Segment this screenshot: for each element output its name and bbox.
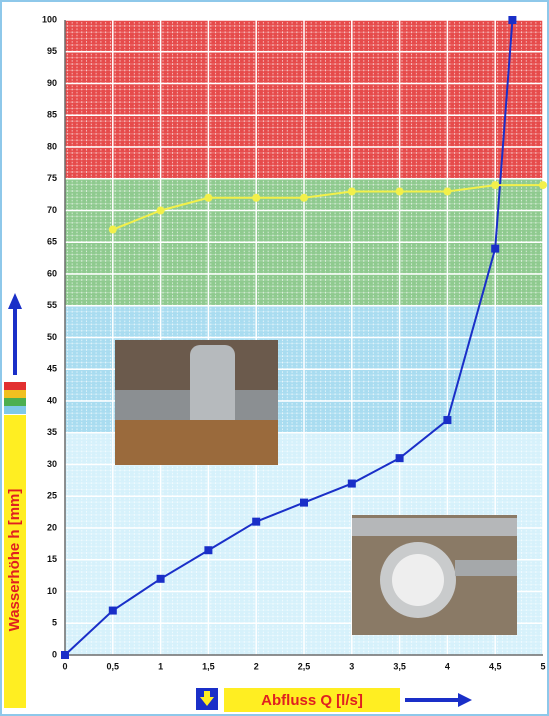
y-tick-label: 40: [47, 395, 57, 405]
y-tick-label: 30: [47, 459, 57, 469]
legend-swatch: [4, 406, 26, 414]
point: [508, 16, 517, 24]
point: [300, 193, 308, 202]
y-tick-label: 10: [47, 586, 57, 596]
point: [395, 187, 404, 196]
point: [156, 574, 165, 583]
x-tick-label: 3: [349, 661, 354, 671]
point: [443, 416, 452, 425]
x-tick-label: 0,5: [107, 661, 120, 671]
point: [204, 546, 213, 555]
y-tick-label: 90: [47, 78, 57, 88]
point: [252, 193, 261, 202]
point: [347, 187, 356, 196]
y-tick-label: 35: [47, 427, 57, 437]
arrow: [200, 691, 214, 706]
photo-1: [115, 340, 278, 465]
point: [61, 651, 69, 659]
y-tick-label: 5: [52, 618, 57, 628]
y-label-box: [4, 415, 26, 708]
point: [300, 498, 308, 507]
y-tick-label: 50: [47, 332, 57, 342]
x-tick-label: 5: [540, 661, 545, 671]
y-tick-label: 95: [47, 46, 57, 56]
x-tick-label: 4,5: [489, 661, 502, 671]
y-tick-label: 75: [47, 173, 57, 183]
x-tick-label: 1,5: [202, 661, 215, 671]
point: [395, 454, 404, 463]
x-label-box: [224, 688, 400, 712]
y-tick-label: 80: [47, 141, 57, 151]
legend-swatch: [4, 382, 26, 390]
point: [108, 606, 117, 615]
y-tick-label: 60: [47, 268, 57, 278]
x-tick-label: 4: [445, 661, 450, 671]
plot: [61, 16, 547, 659]
y-tick-label: 15: [47, 554, 57, 564]
point: [156, 206, 165, 215]
photo-2: [352, 515, 517, 635]
y-tick-label: 25: [47, 491, 57, 501]
point: [539, 181, 547, 190]
y-axis-label: Wasserhöhe h [mm]: [6, 489, 23, 632]
point: [443, 187, 452, 196]
y-tick-label: 65: [47, 237, 57, 247]
x-tick-label: 2,5: [298, 661, 311, 671]
point: [204, 193, 213, 202]
x-tick-label: 1: [158, 661, 163, 671]
y-tick-label: 85: [47, 110, 57, 120]
legend-swatch: [4, 390, 26, 398]
x-tick-label: 3,5: [393, 661, 406, 671]
point: [491, 244, 500, 253]
point: [347, 479, 356, 488]
y-tick-label: 20: [47, 522, 57, 532]
point: [108, 225, 117, 234]
y-tick-label: 70: [47, 205, 57, 215]
x-tick-label: 0: [62, 661, 67, 671]
arrow: [8, 293, 22, 309]
y-tick-label: 0: [52, 649, 57, 659]
y-tick-label: 45: [47, 364, 57, 374]
y-tick-label: 100: [42, 14, 57, 24]
point: [252, 517, 261, 526]
arrow: [458, 693, 472, 707]
legend-swatch: [4, 398, 26, 406]
x-tick-label: 2: [254, 661, 259, 671]
series-line: [112, 184, 543, 231]
y-tick-label: 55: [47, 300, 57, 310]
point: [491, 181, 500, 190]
x-axis-label: Abfluss Q [l/s]: [261, 692, 363, 709]
